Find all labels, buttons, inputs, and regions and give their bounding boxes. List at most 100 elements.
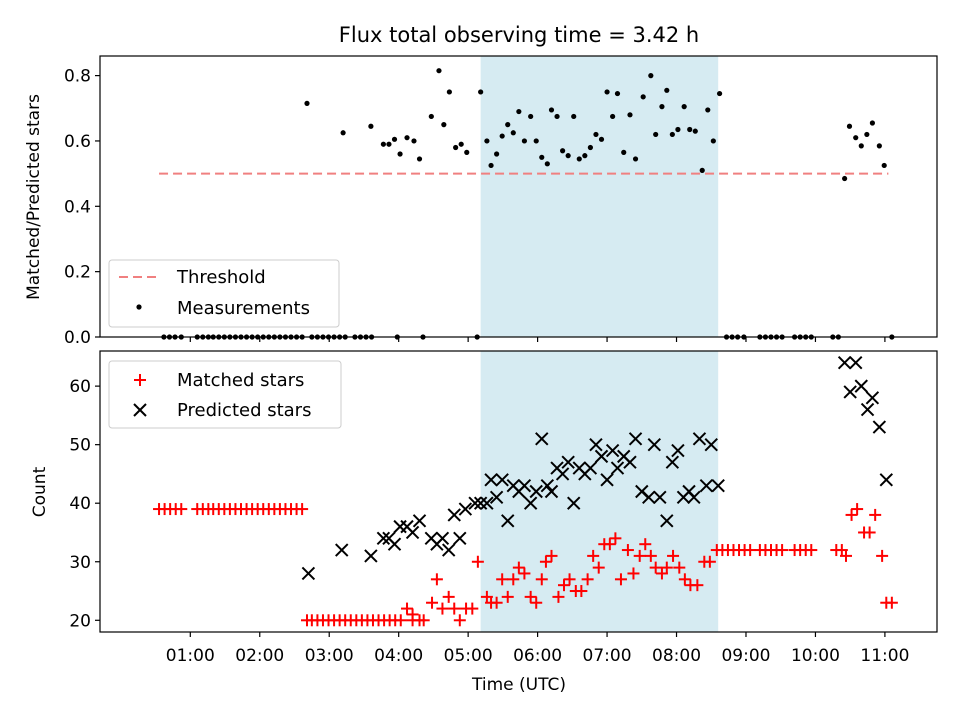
matched-star-point [490, 596, 503, 609]
matched-star-point [633, 549, 646, 562]
matched-star-point [649, 561, 662, 574]
measurement-point [453, 144, 459, 151]
matched-star-point [535, 573, 548, 586]
predicted-star-point [523, 496, 538, 510]
predicted-stars-points [301, 356, 894, 581]
predicted-star-point [594, 449, 609, 464]
measurement-point [560, 148, 566, 154]
bottom-x-tick-label: 09:00 [721, 646, 770, 666]
matched-star-point [876, 549, 889, 562]
matched-star-point [603, 538, 616, 551]
matched-star-point [501, 590, 514, 603]
measurement-point [446, 89, 452, 95]
matched-star-point [609, 532, 622, 545]
matched-star-point [471, 555, 484, 568]
top-y-tick-label: 0.4 [64, 197, 91, 217]
predicted-star-point [671, 443, 685, 458]
bottom-x-tick-label: 04:00 [374, 646, 423, 666]
measurement-point [368, 123, 374, 129]
predicted-star-point [484, 473, 498, 487]
predicted-star-point [567, 496, 581, 510]
measurement-point [539, 154, 545, 160]
measurement-point [853, 135, 859, 141]
matched-star-point [545, 549, 558, 562]
matched-star-point [627, 567, 640, 580]
bottom-x-tick-label: 11:00 [860, 646, 909, 666]
matched-star-point [448, 602, 461, 615]
predicted-star-point [447, 508, 461, 522]
bottom-x-tick-label: 06:00 [513, 646, 562, 666]
matched-star-point [845, 508, 858, 521]
predicted-star-point [468, 496, 482, 510]
predicted-star-point [699, 478, 714, 493]
measurement-point [416, 156, 423, 162]
measurement-point [304, 100, 310, 106]
matched-star-point [530, 596, 543, 609]
matched-star-point [885, 596, 898, 609]
predicted-star-point [387, 537, 402, 551]
matched-star-point [175, 503, 188, 516]
matched-star-point [840, 549, 853, 562]
predicted-star-point [692, 432, 707, 446]
measurement-point [404, 135, 410, 141]
measurement-point [846, 123, 853, 129]
legend-measurements-label: Measurements [177, 298, 310, 319]
predicted-star-point [441, 543, 456, 557]
bottom-legend: Matched stars Predicted stars [108, 360, 342, 429]
chart-title: Flux total observing time = 3.42 h [339, 23, 699, 47]
matched-star-point [507, 573, 520, 586]
predicted-star-point [623, 455, 637, 469]
measurement-point [521, 138, 528, 144]
predicted-star-point [517, 478, 532, 493]
matched-star-point [430, 573, 443, 586]
bottom-y-tick-label: 50 [69, 436, 91, 456]
predicted-star-point [665, 455, 680, 469]
measurement-point [716, 90, 723, 97]
measurement-point [621, 149, 627, 155]
top-y-axis-label: Matched/Predicted stars [24, 94, 44, 300]
measurement-point [610, 113, 616, 120]
predicted-star-point [647, 437, 662, 452]
matched-star-point [639, 538, 652, 551]
measurement-point [669, 131, 675, 138]
measurement-point [648, 73, 654, 79]
matched-star-point [557, 579, 570, 592]
top-legend-box [108, 259, 340, 328]
bottom-y-tick-label: 40 [69, 494, 91, 514]
measurement-point [441, 122, 447, 128]
measurement-point [692, 128, 698, 134]
measurement-point [614, 90, 621, 97]
predicted-star-point [540, 478, 555, 493]
matched-star-point [667, 549, 680, 562]
measurement-point [494, 151, 500, 157]
predicted-star-point [480, 496, 494, 510]
top-y-tick-label: 0.0 [64, 328, 91, 348]
predicted-star-point [435, 531, 450, 546]
predicted-star-point [473, 496, 488, 510]
bottom-x-axis: 01:00 02:00 03:00 04:00 05:00 06:00 07:00 08:00… [166, 632, 909, 666]
predicted-star-point [660, 514, 674, 528]
matched-star-point [660, 561, 673, 574]
bottom-y-tick-label: 20 [69, 611, 91, 631]
measurement-point [464, 149, 470, 155]
legend-matched-swatch [134, 374, 146, 386]
measurement-point [627, 112, 633, 118]
bottom-x-tick-label: 05:00 [444, 646, 493, 666]
measurement-point [533, 138, 539, 144]
measurement-point [587, 144, 593, 151]
predicted-star-point [872, 420, 887, 434]
matched-star-point [426, 596, 439, 609]
matched-star-point [869, 508, 882, 521]
matched-star-point [563, 573, 576, 586]
top-legend: Threshold Measurements [108, 259, 340, 328]
bottom-x-tick-label: 01:00 [166, 646, 215, 666]
top-observing-interval-shade [480, 56, 719, 337]
matched-star-point [296, 503, 309, 516]
measurement-point [484, 138, 490, 144]
matched-star-point [442, 590, 455, 603]
predicted-star-point [628, 432, 643, 446]
predicted-star-point [849, 356, 863, 370]
matched-star-point [592, 561, 605, 574]
